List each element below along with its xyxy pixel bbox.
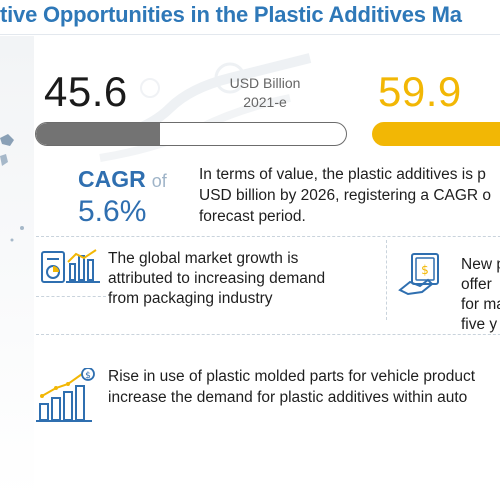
section-divider bbox=[36, 334, 500, 335]
bar-2021 bbox=[35, 122, 347, 146]
highlight-new-products: New p offer for ma five y bbox=[461, 255, 500, 335]
highlight-line: The global market growth is bbox=[108, 250, 299, 267]
summary-line: USD billion by 2026, registering a CAGR … bbox=[199, 187, 492, 204]
map-panel bbox=[0, 36, 34, 500]
svg-text:$: $ bbox=[421, 263, 429, 277]
highlight-packaging: The global market growth is attributed t… bbox=[108, 249, 378, 309]
document-chart-icon bbox=[41, 249, 100, 283]
world-map-fragment bbox=[0, 134, 24, 242]
column-divider bbox=[386, 240, 387, 320]
cagr-of: of bbox=[151, 171, 167, 191]
cagr-heading: CAGR of bbox=[78, 166, 188, 193]
year-text: 2021-e bbox=[243, 94, 287, 110]
growth-bar-chart-icon: $ bbox=[36, 368, 95, 422]
highlight-line: New p bbox=[461, 256, 500, 273]
highlight-line: offer bbox=[461, 276, 492, 293]
highlight-line: attributed to increasing demand bbox=[108, 270, 326, 287]
cagr-value: 5.6% bbox=[78, 195, 147, 228]
summary-text: In terms of value, the plastic additives… bbox=[199, 164, 500, 227]
section-divider bbox=[36, 236, 500, 237]
market-value-2026: 59.9 bbox=[378, 68, 462, 115]
bar-2021-fill bbox=[36, 123, 160, 145]
cagr-label: CAGR bbox=[78, 166, 146, 192]
highlight-line: five y bbox=[461, 316, 498, 333]
money-hand-icon: $ bbox=[398, 253, 439, 296]
bar-2026 bbox=[372, 122, 500, 146]
highlight-line: for ma bbox=[461, 296, 500, 313]
cagr-block: CAGR of 5.6% bbox=[78, 166, 188, 229]
svg-text:$: $ bbox=[85, 371, 91, 381]
highlight-line: from packaging industry bbox=[108, 290, 273, 307]
highlight-line: increase the demand for plastic additive… bbox=[108, 389, 468, 406]
summary-line: In terms of value, the plastic additives… bbox=[199, 166, 486, 183]
summary-line: forecast period. bbox=[199, 208, 306, 225]
page-title: tive Opportunities in the Plastic Additi… bbox=[0, 2, 462, 27]
title-divider bbox=[0, 34, 500, 35]
unit-text: USD Billion bbox=[229, 75, 301, 91]
unit-label: USD Billion 2021-e bbox=[200, 74, 330, 112]
icon-divider bbox=[36, 296, 106, 297]
market-value-2021: 45.6 bbox=[44, 68, 128, 115]
highlight-automotive: Rise in use of plastic molded parts for … bbox=[108, 366, 500, 408]
highlight-line: Rise in use of plastic molded parts for … bbox=[108, 368, 476, 385]
